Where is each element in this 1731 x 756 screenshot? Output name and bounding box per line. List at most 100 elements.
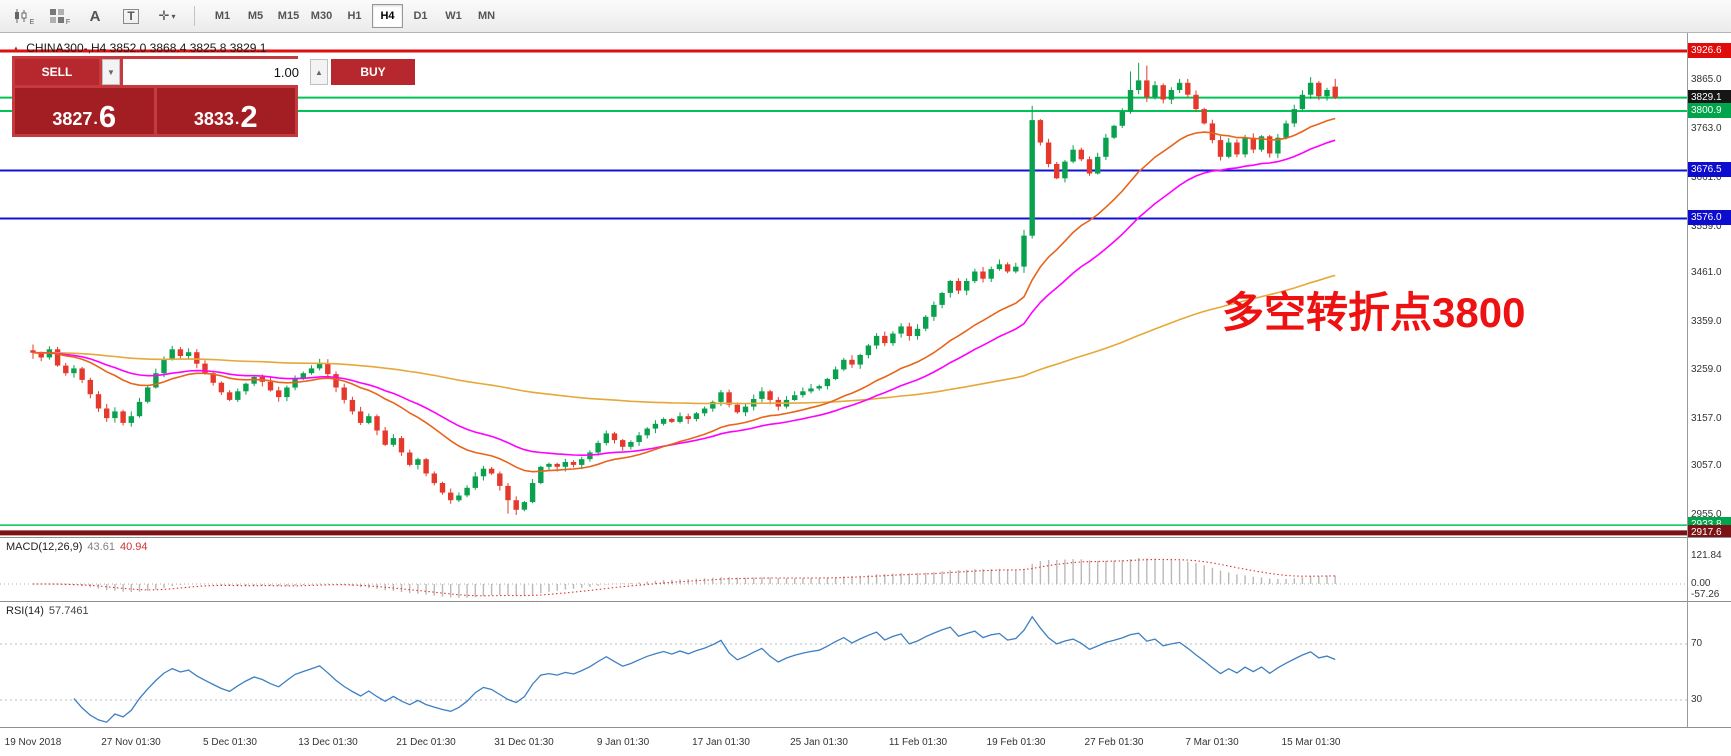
timeframe-button-M1[interactable]: M1: [207, 4, 238, 28]
sell-price[interactable]: 3827 . 6: [15, 88, 154, 134]
buy-button[interactable]: BUY: [331, 59, 415, 85]
chart-title: ▲ CHINA300-,H4 3852.0 3868.4 3825.8 3829…: [12, 41, 266, 55]
timeframe-button-H4[interactable]: H4: [372, 4, 403, 28]
price-badge-3829.1: 3829.1: [1687, 90, 1731, 105]
time-label-1: 27 Nov 01:30: [101, 737, 161, 748]
timeframe-group: M1 M5 M15 M30 H1 H4 D1 W1 MN: [207, 4, 502, 28]
rsi-chart[interactable]: [0, 602, 1731, 728]
macd-value-main: 43.61: [87, 541, 115, 553]
rsi-axis[interactable]: 70 30: [1687, 602, 1731, 728]
price-tick-3157.0: 3157.0: [1691, 413, 1722, 424]
macd-chart[interactable]: [0, 538, 1731, 602]
chart-symbol-timeframe: CHINA300-,H4: [26, 41, 107, 55]
trade-panel-prices: 3827 . 6 3833 . 2: [15, 88, 295, 134]
price-tick-3057.0: 3057.0: [1691, 460, 1722, 471]
timeframe-button-H1[interactable]: H1: [339, 4, 370, 28]
buy-price[interactable]: 3833 . 2: [156, 88, 295, 134]
price-badge-3800.9: 3800.9: [1687, 103, 1731, 118]
price-tick-2955.0: 2955.0: [1691, 509, 1722, 520]
macd-histogram: [40, 558, 1336, 598]
icon-subscript: E: [29, 18, 35, 26]
rsi-value: 57.7461: [48, 605, 89, 617]
price-badge-2917.6: 2917.6: [1687, 525, 1731, 540]
price-axis[interactable]: 3865.0 3763.0 3661.0 3559.0 3461.0 3359.0 3259…: [1687, 33, 1731, 540]
macd-name: MACD(12,26,9): [6, 541, 83, 553]
crosshair-dropdown-icon[interactable]: ✛ ▾: [152, 3, 182, 29]
time-label-0: 19 Nov 2018: [4, 737, 62, 748]
macd-axis-label-0.00: 0.00: [1691, 578, 1711, 589]
time-label-7: 17 Jan 01:30: [692, 737, 750, 748]
macd-axis-label--57.26: -57.26: [1691, 589, 1720, 600]
timeframe-button-D1[interactable]: D1: [405, 4, 436, 28]
buy-price-int: 3833: [193, 109, 234, 130]
volume-increase-button[interactable]: ▲: [310, 59, 328, 85]
rsi-axis-label-70: 70: [1691, 638, 1703, 649]
time-label-4: 21 Dec 01:30: [396, 737, 456, 748]
rsi-line: [73, 615, 1336, 723]
price-tick-3559.0: 3559.0: [1691, 221, 1722, 232]
toolbar-separator: [194, 6, 195, 26]
macd-axis-label-121.84: 121.84: [1691, 550, 1722, 561]
timeframe-button-MN[interactable]: MN: [471, 4, 502, 28]
time-axis[interactable]: 19 Nov 2018 27 Nov 01:30 5 Dec 01:30 13 Dec…: [0, 727, 1731, 756]
time-label-12: 7 Mar 01:30: [1185, 737, 1239, 748]
ma-fast-line: [32, 117, 1336, 473]
timeframe-button-W1[interactable]: W1: [438, 4, 469, 28]
macd-axis[interactable]: 121.84 0.00 -57.26: [1687, 538, 1731, 602]
main-chart-panel: ▲ CHINA300-,H4 3852.0 3868.4 3825.8 3829…: [0, 33, 1731, 540]
ma-slow-line: [33, 274, 1336, 405]
price-tick-3359.0: 3359.0: [1691, 316, 1722, 327]
rsi-panel: RSI(14) 57.7461 70 30: [0, 601, 1731, 727]
main-chart[interactable]: [0, 33, 1731, 537]
volume-input[interactable]: [123, 59, 307, 85]
price-badge-3576.0: 3576.0: [1687, 210, 1731, 225]
chart-ohlc-values: 3852.0 3868.4 3825.8 3829.1: [109, 41, 267, 55]
timeframe-button-M5[interactable]: M5: [240, 4, 271, 28]
chart-area: ▲ CHINA300-,H4 3852.0 3868.4 3825.8 3829…: [0, 33, 1731, 756]
time-label-9: 11 Feb 01:30: [888, 737, 948, 748]
price-tick-3865.0: 3865.0: [1691, 74, 1722, 85]
timeframe-button-M15[interactable]: M15: [273, 4, 304, 28]
indicator-grid-icon[interactable]: F: [44, 3, 74, 29]
tool-icon-group: E F A T ✛ ▾: [8, 3, 182, 29]
time-label-2: 5 Dec 01:30: [203, 737, 257, 748]
time-label-13: 15 Mar 01:30: [1281, 737, 1341, 748]
time-label-6: 9 Jan 01:30: [596, 737, 650, 748]
sell-price-int: 3827: [52, 109, 93, 130]
one-click-trading-panel: SELL ▼ ▲ BUY 3827 . 6 3833 . 2: [12, 56, 415, 137]
timeframe-button-M30[interactable]: M30: [306, 4, 337, 28]
macd-indicator-label: MACD(12,26,9) 43.61 40.94: [6, 541, 147, 553]
chart-annotation-text[interactable]: 多空转折点3800: [1222, 289, 1526, 336]
sell-price-frac: 6: [98, 98, 117, 134]
toolbar: E F A T ✛ ▾ M1 M5 M15 M30 H1 H4 D1 W1 MN: [0, 0, 1731, 33]
time-label-8: 25 Jan 01:30: [790, 737, 848, 748]
text-annotation-icon[interactable]: A: [80, 3, 110, 29]
chart-candlestick-icon[interactable]: E: [8, 3, 38, 29]
macd-signal-line: [33, 558, 1336, 597]
volume-dropdown-button[interactable]: ▼: [102, 59, 120, 85]
time-label-10: 19 Feb 01:30: [986, 737, 1046, 748]
chevron-down-icon: ▼: [107, 67, 115, 77]
price-badge-3676.5: 3676.5: [1687, 162, 1731, 177]
chevron-up-icon: ▲: [315, 67, 323, 77]
price-badge-3926.6: 3926.6: [1687, 43, 1731, 58]
rsi-name: RSI(14): [6, 605, 44, 617]
macd-panel: MACD(12,26,9) 43.61 40.94 121.84 0.00 -57.26: [0, 537, 1731, 601]
time-label-11: 27 Feb 01:30: [1084, 737, 1144, 748]
sell-price-point: .: [93, 111, 98, 129]
buy-price-frac: 2: [240, 98, 258, 134]
time-label-5: 31 Dec 01:30: [494, 737, 554, 748]
candlestick-layer: [30, 62, 1338, 515]
text-tool-icon[interactable]: T: [116, 3, 146, 29]
price-tick-3461.0: 3461.0: [1691, 267, 1722, 278]
trade-panel-controls: SELL ▼ ▲ BUY: [15, 59, 415, 85]
symbol-marker-icon: ▲: [12, 44, 20, 53]
macd-value-signal: 40.94: [119, 541, 148, 553]
sell-button[interactable]: SELL: [15, 59, 99, 85]
price-tick-3763.0: 3763.0: [1691, 123, 1722, 134]
price-tick-3661.0: 3661.0: [1691, 172, 1722, 183]
time-label-3: 13 Dec 01:30: [298, 737, 358, 748]
buy-price-point: .: [234, 111, 240, 129]
ma-medium-line: [32, 139, 1336, 457]
